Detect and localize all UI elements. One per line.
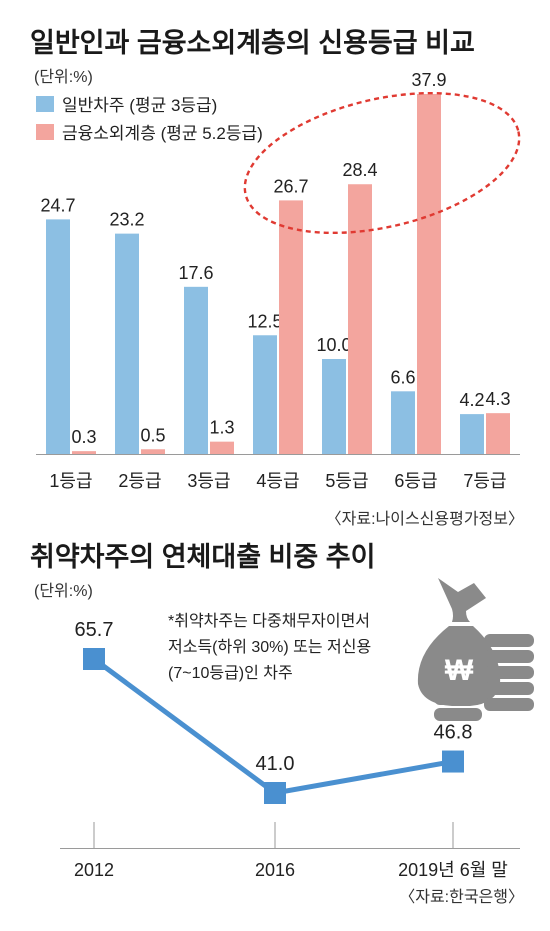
point-label-3: 46.8 [434,722,473,744]
data-label-excluded-2: 0.5 [140,425,165,445]
bar-excluded-4 [279,200,303,454]
money-bag-coins-icon: ₩ [417,578,534,721]
note-line-2: 저소득(하위 30%) 또는 저신용 [168,638,371,656]
x-tick-label-3: 3등급 [187,471,230,491]
bar-general-4 [253,335,277,454]
point-label-2: 41.0 [256,753,295,775]
bar-chart-plot: 24.7 0.3 1등급 23.2 0.5 2등급 17.6 1.3 3등급 12.5 26.7 4등… [36,70,520,491]
x-tick-label-2: 2016 [255,860,295,880]
data-label-excluded-6: 37.9 [411,70,446,90]
line-chart-plot: 65.7 2012 41.0 2016 46.8 2019년 6월 말 [60,619,520,880]
data-label-excluded-7: 4.3 [485,389,510,409]
bar-chart-unit: (단위:%) [34,68,93,86]
note-line-1: *취약차주는 다중채무자이면서 [168,612,370,630]
x-tick-label-6: 6등급 [394,471,437,491]
data-point-1 [83,648,105,670]
legend-swatch-excluded [36,124,54,140]
data-label-excluded-5: 28.4 [342,160,377,180]
bar-general-2 [115,233,139,454]
data-label-general-2: 23.2 [109,210,144,230]
legend-swatch-general [36,96,54,112]
bar-excluded-2 [141,449,165,454]
data-point-2 [264,782,286,804]
highlight-ellipse [243,91,521,235]
x-tick-label-4: 4등급 [256,471,299,491]
bar-chart-source: 〈자료:나이스신용평가정보〉 [326,510,524,528]
x-tick-label-1: 2012 [74,860,114,880]
bar-general-5 [322,359,346,454]
line-chart-source: 〈자료:한국은행〉 [399,888,524,906]
data-label-excluded-4: 26.7 [273,176,308,196]
note-line-3: (7~10등급)인 차주 [168,664,293,682]
bar-excluded-5 [348,184,372,454]
x-tick-label-1: 1등급 [49,471,92,491]
bar-excluded-7 [486,413,510,454]
bar-general-3 [184,286,208,454]
bar-general-7 [460,414,484,454]
line-chart-title: 취약차주의 연체대출 비중 추이 [30,542,375,572]
legend-label-general: 일반차주 (평균 3등급) [62,96,217,115]
legend-label-excluded: 금융소외계층 (평균 5.2등급) [62,124,263,143]
x-tick-label-2: 2등급 [118,471,161,491]
data-label-general-4: 12.5 [247,311,282,331]
bar-chart-title: 일반인과 금융소외계층의 신용등급 비교 [30,28,475,58]
bar-excluded-6 [417,94,441,454]
svg-text:₩: ₩ [445,654,474,687]
point-label-1: 65.7 [75,619,114,641]
data-label-general-5: 10.0 [316,335,351,355]
data-label-excluded-3: 1.3 [209,418,234,438]
line-chart-unit: (단위:%) [34,582,93,600]
x-tick-label-7: 7등급 [463,471,506,491]
data-label-excluded-1: 0.3 [71,427,96,447]
data-point-3 [442,750,464,773]
data-label-general-7: 4.2 [459,390,484,410]
data-label-general-1: 24.7 [40,195,75,215]
bar-general-1 [46,219,70,454]
bar-excluded-1 [72,451,96,454]
x-tick-label-3: 2019년 6월 말 [398,860,508,880]
data-label-general-3: 17.6 [178,263,213,283]
data-label-general-6: 6.6 [390,367,415,387]
bar-chart-legend: 일반차주 (평균 3등급) 금융소외계층 (평균 5.2등급) [36,96,263,143]
bar-excluded-3 [210,441,234,454]
x-tick-label-5: 5등급 [325,471,368,491]
bar-general-6 [391,391,415,454]
line-chart-note: *취약차주는 다중채무자이면서 저소득(하위 30%) 또는 저신용 (7~10… [168,612,371,682]
